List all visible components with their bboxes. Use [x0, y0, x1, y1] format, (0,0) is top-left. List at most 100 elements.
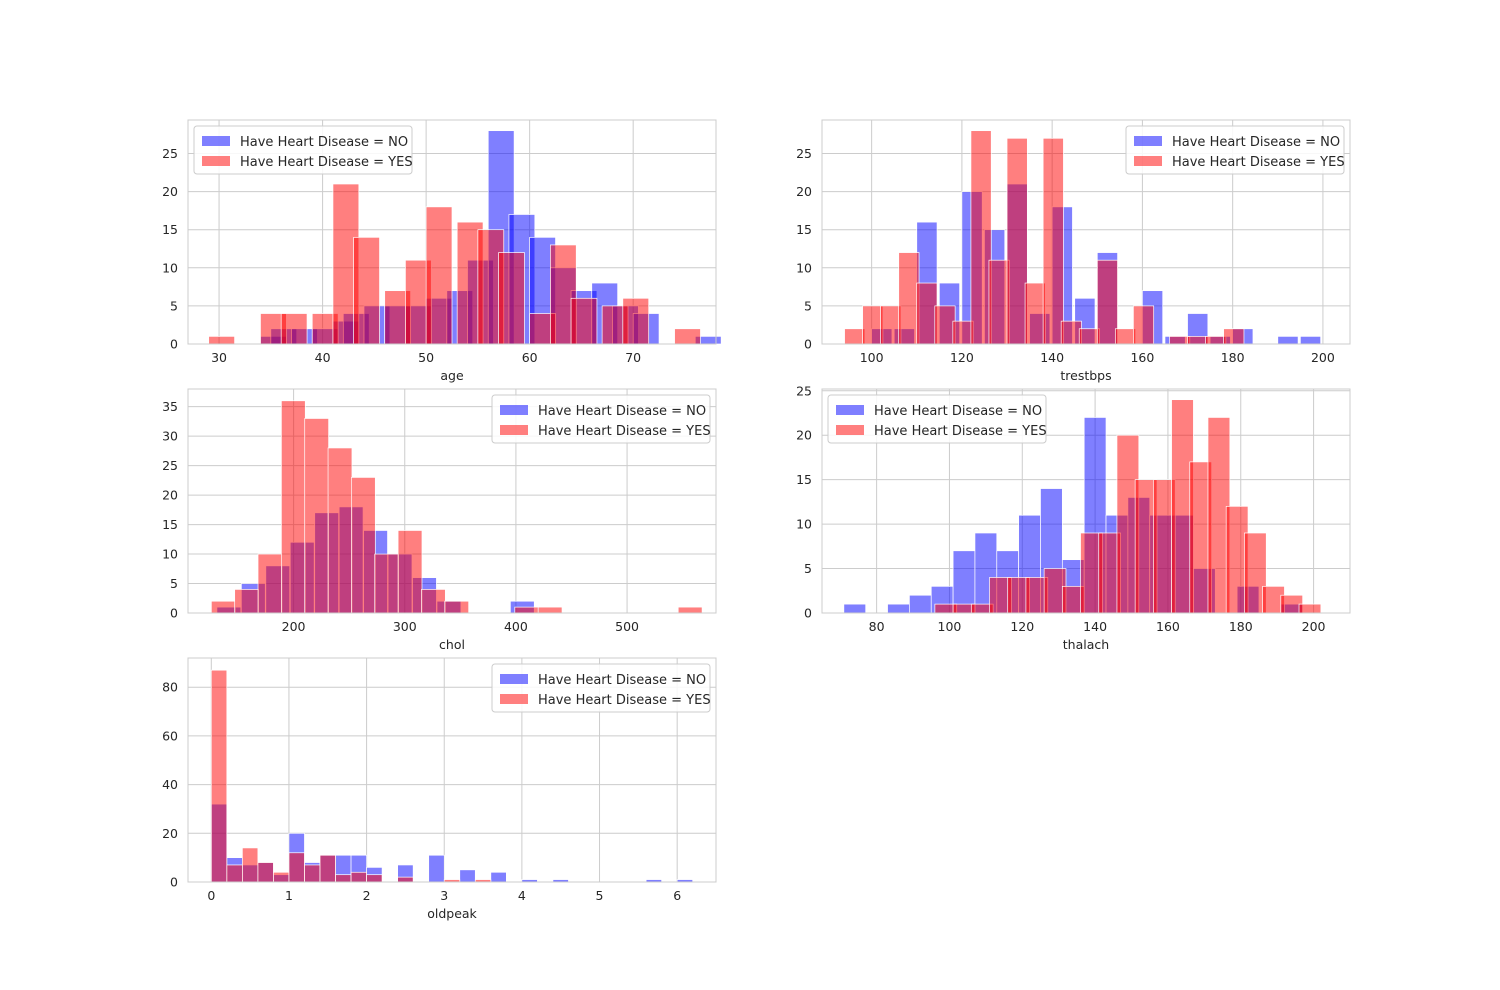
x-tick-label: 100 [860, 350, 884, 365]
histogram-bar-yes [1096, 259, 1118, 345]
histogram-bar-yes [880, 305, 902, 345]
x-tick-label: 120 [1010, 619, 1034, 634]
legend-box [491, 663, 711, 713]
y-tick-label: 60 [162, 728, 178, 743]
y-tick-label: 20 [796, 428, 812, 443]
x-tick-label: 2 [363, 888, 371, 903]
x-tick-label: 60 [522, 350, 538, 365]
plot-frame [187, 119, 717, 345]
histogram-bar-yes [677, 606, 703, 614]
y-tick-label: 30 [162, 429, 178, 444]
legend-label-no: Have Heart Disease = NO [874, 404, 1042, 419]
x-axis-label: age [440, 368, 464, 383]
y-tick-label: 35 [162, 399, 178, 414]
x-tick-label: 50 [418, 350, 434, 365]
legend-label-yes: Have Heart Disease = YES [1172, 155, 1345, 170]
histogram-bar-yes [674, 328, 701, 345]
histogram-bar-yes [257, 553, 283, 614]
histogram-bar-yes [242, 847, 259, 883]
legend: Have Heart Disease = NO Have Heart Diseas… [491, 394, 711, 444]
histogram-bar-no [428, 854, 445, 883]
legend-label-no: Have Heart Disease = NO [1172, 135, 1340, 150]
legend-label-yes: Have Heart Disease = YES [874, 424, 1047, 439]
legend-label-yes: Have Heart Disease = YES [538, 693, 711, 708]
legend-swatch-no [500, 674, 528, 684]
histogram-bar-yes [281, 400, 306, 614]
x-tick-label: 120 [950, 350, 974, 365]
histogram-bar-yes [210, 669, 228, 883]
histogram-bar-yes [1024, 282, 1046, 345]
y-tick-label: 5 [804, 298, 812, 313]
histogram-bar-yes [304, 418, 329, 614]
histogram-panel-trestbps: 100 120 140 160 180 200 0 5 10 15 20 25 trestbps Have… [796, 119, 1351, 383]
histogram-bar-yes [350, 871, 367, 883]
y-tick-label: 10 [162, 260, 178, 275]
legend-label-yes: Have Heart Disease = YES [240, 155, 413, 170]
y-tick-label: 0 [170, 337, 178, 352]
y-tick-label: 40 [162, 777, 178, 792]
plot-frame [821, 388, 1351, 614]
histogram-bar-no [887, 603, 910, 614]
x-axis-label: oldpeak [427, 906, 477, 921]
histogram-bar-yes [304, 864, 321, 883]
y-tick-label: 10 [796, 517, 812, 532]
x-tick-label: 180 [1229, 619, 1253, 634]
plot-frame [187, 657, 717, 883]
x-tick-label: 200 [1302, 619, 1326, 634]
histogram-bar-yes [335, 874, 352, 883]
histogram-bar-yes [351, 477, 376, 614]
y-tick-label: 10 [796, 260, 812, 275]
x-axis-label: thalach [1063, 637, 1109, 652]
histogram-bar-yes [570, 297, 598, 345]
histogram-bar-yes [862, 305, 884, 345]
legend-swatch-yes [836, 425, 864, 435]
histogram-bar-no [909, 594, 932, 614]
x-tick-label: 40 [315, 350, 331, 365]
histogram-bar-yes [257, 862, 274, 883]
histogram-bar-yes [1298, 603, 1322, 614]
y-tick-label: 5 [170, 576, 178, 591]
y-tick-label: 0 [170, 606, 178, 621]
histogram-bar-yes [844, 328, 866, 345]
y-tick-label: 20 [162, 488, 178, 503]
y-tick-label: 25 [162, 458, 178, 473]
x-tick-label: 100 [938, 619, 962, 634]
x-tick-label: 200 [282, 619, 306, 634]
histogram-bar-yes [1114, 328, 1136, 345]
plot-frame [821, 119, 1351, 345]
histogram-bar-yes [498, 252, 525, 345]
histogram-bar-yes [444, 600, 470, 614]
y-tick-label: 10 [162, 547, 178, 562]
x-axis-label: chol [439, 637, 465, 652]
histogram-bar-no [952, 550, 976, 614]
histogram-bar-yes [970, 130, 992, 345]
y-tick-label: 15 [162, 222, 178, 237]
legend: Have Heart Disease = NO Have Heart Diseas… [827, 394, 1047, 444]
legend-swatch-no [836, 405, 864, 415]
x-tick-label: 180 [1221, 350, 1245, 365]
y-tick-label: 20 [796, 184, 812, 199]
histogram-bar-yes [514, 606, 540, 614]
histogram-bar-yes [622, 297, 650, 345]
histogram-bar-yes [208, 336, 235, 345]
legend: Have Heart Disease = NO Have Heart Diseas… [491, 663, 711, 713]
histogram-bar-no [1300, 336, 1322, 345]
y-tick-label: 15 [796, 472, 812, 487]
histogram-bar-yes [1133, 305, 1155, 345]
legend-label-no: Have Heart Disease = NO [538, 673, 706, 688]
histogram-bar-yes [366, 874, 383, 883]
y-tick-label: 15 [162, 517, 178, 532]
legend-swatch-no [500, 405, 528, 415]
legend-box [1125, 125, 1345, 175]
legend-swatch-no [1134, 136, 1162, 146]
y-tick-label: 0 [804, 337, 812, 352]
histogram-bar-yes [397, 876, 414, 883]
histogram-bar-yes [1006, 137, 1028, 345]
histogram-bar-yes [234, 589, 259, 614]
histogram-bar-yes [1060, 320, 1082, 345]
histogram-bar-yes [288, 852, 305, 883]
x-tick-label: 400 [504, 619, 528, 634]
histogram-bar-yes [1042, 137, 1064, 345]
